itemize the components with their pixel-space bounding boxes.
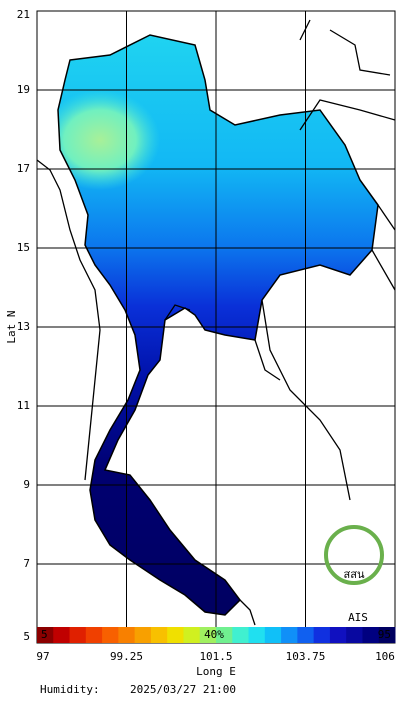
colorbar-swatch (37, 627, 54, 643)
colorbar (37, 627, 396, 643)
lat-tick-label: 11 (17, 399, 30, 412)
colorbar-swatch (346, 627, 363, 643)
colorbar-swatch (329, 627, 347, 643)
colorbar-swatch (199, 627, 217, 643)
lat-tick-label: 5 (23, 630, 30, 643)
y-axis-label: Lat N (5, 310, 18, 343)
colorbar-swatch (118, 627, 136, 643)
colorbar-swatch (264, 627, 282, 643)
footer-timestamp: 2025/03/27 21:00 (130, 683, 236, 696)
colorbar-swatch (85, 627, 103, 643)
colorbar-left-label: 5 (41, 628, 48, 641)
lon-tick-label: 101.5 (199, 650, 232, 663)
colorbar-swatch (362, 627, 380, 643)
colorbar-swatch (232, 627, 250, 643)
colorbar-swatch (297, 627, 315, 643)
colorbar-swatch (378, 627, 396, 643)
colorbar-swatch (313, 627, 331, 643)
colorbar-swatch (281, 627, 298, 643)
lat-tick-label: 7 (23, 557, 30, 570)
colorbar-swatch (150, 627, 168, 643)
colorbar-right-label: 95 (378, 628, 391, 641)
logo-thai: สสน (344, 568, 365, 581)
lat-tick-label: 17 (17, 162, 30, 175)
colorbar-swatch (53, 627, 71, 643)
neighbour-borders (36, 19, 396, 626)
lon-tick-label: 103.75 (286, 650, 326, 663)
lon-tick-label: 99.25 (110, 650, 143, 663)
lat-tick-label: 13 (17, 320, 30, 333)
lon-tick-label: 97 (36, 650, 49, 663)
colorbar-swatch (167, 627, 184, 643)
lat-tick-label: 19 (17, 83, 30, 96)
colorbar-swatch (134, 627, 152, 643)
colorbar-swatch (102, 627, 119, 643)
lat-tick-label: 15 (17, 241, 30, 254)
logo-ais: AIS (348, 611, 368, 624)
lat-tick-label: 21 (17, 8, 30, 21)
colorbar-center-label: 40% (204, 628, 224, 641)
colorbar-swatch (183, 627, 201, 643)
logo-ring (324, 525, 384, 585)
lat-tick-label: 9 (23, 478, 30, 491)
colorbar-swatch (216, 627, 233, 643)
colorbar-swatch (69, 627, 87, 643)
lon-tick-label: 106 (375, 650, 395, 663)
footer-variable: Humidity: (40, 683, 100, 696)
colorbar-swatch (248, 627, 266, 643)
x-axis-label: Long E (196, 665, 236, 678)
